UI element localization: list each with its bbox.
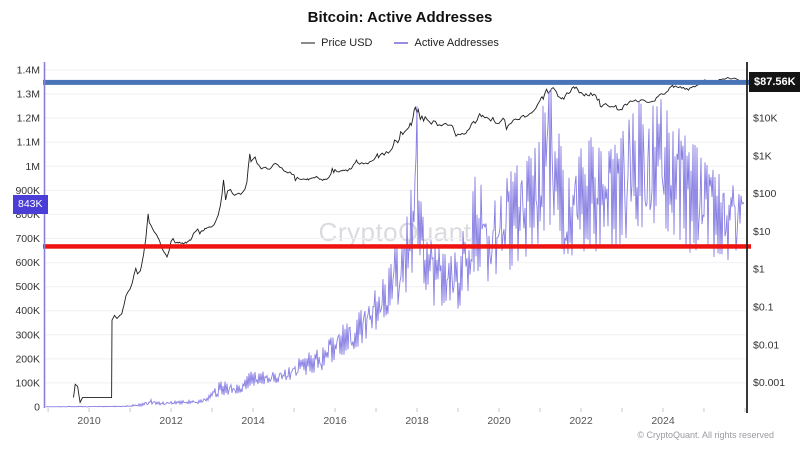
chart-title: Bitcoin: Active Addresses xyxy=(307,9,493,26)
cryptoquant-watermark: CryptoQuant xyxy=(318,217,472,247)
current-price-badge: $87.56K xyxy=(749,72,800,92)
left-y-axis-tick-label: 1.4M xyxy=(17,65,40,77)
x-axis-tick-label: 2020 xyxy=(487,415,511,427)
right-y-axis-tick-label: $1K xyxy=(753,150,772,162)
x-axis-tick-label: 2016 xyxy=(323,415,347,427)
active-addresses-swatch-icon xyxy=(394,42,409,44)
right-y-axis-tick-label: $0.1 xyxy=(753,302,774,314)
right-y-axis-tick-label: $0.001 xyxy=(753,377,785,389)
left-y-axis-tick-label: 400K xyxy=(15,305,40,317)
left-y-axis-tick-label: 1.2M xyxy=(17,113,40,125)
x-axis-tick-label: 2018 xyxy=(405,415,429,427)
x-axis-tick-label: 2012 xyxy=(159,415,183,427)
left-y-axis-tick-label: 1.3M xyxy=(17,89,40,101)
price-usd-swatch-icon xyxy=(301,42,316,44)
left-y-axis-tick-label: 300K xyxy=(15,329,40,341)
legend-item-price-usd[interactable]: Price USD xyxy=(301,37,372,49)
left-y-axis-tick-label: 0 xyxy=(34,402,40,414)
price-usd-line xyxy=(73,76,744,404)
left-y-axis-tick-label: 1.1M xyxy=(17,137,40,149)
right-y-axis-tick-label: $10 xyxy=(753,226,771,238)
legend-item-active-addresses[interactable]: Active Addresses xyxy=(394,37,499,49)
x-axis-tick-label: 2014 xyxy=(241,415,265,427)
right-y-axis-tick-label: $1 xyxy=(753,264,765,276)
left-y-axis-tick-label: 500K xyxy=(15,281,40,293)
copyright-notice: © CryptoQuant. All rights reserved xyxy=(637,430,774,440)
left-y-axis-tick-label: 1M xyxy=(25,161,40,173)
left-y-axis-tick-label: 700K xyxy=(15,233,40,245)
x-axis-tick-label: 2024 xyxy=(651,415,675,427)
right-y-axis-tick-label: $0.01 xyxy=(753,339,779,351)
support-level-hline xyxy=(43,244,751,249)
left-y-axis-tick-label: 900K xyxy=(15,185,40,197)
active-addresses-value-badge: 843K xyxy=(13,195,48,214)
legend-label-active-addresses: Active Addresses xyxy=(414,37,499,49)
left-y-axis-tick-label: 100K xyxy=(15,377,40,389)
legend: Price USD Active Addresses xyxy=(0,37,800,49)
x-axis-tick-label: 2010 xyxy=(77,415,101,427)
x-axis-tick-label: 2022 xyxy=(569,415,593,427)
legend-label-price-usd: Price USD xyxy=(321,37,373,49)
right-y-axis-tick-label: $10K xyxy=(753,113,778,125)
left-y-axis-tick-label: 200K xyxy=(15,353,40,365)
current-price-level-hline xyxy=(43,79,751,85)
right-y-axis-tick-label: $100 xyxy=(753,188,777,200)
left-y-axis-tick-label: 600K xyxy=(15,257,40,269)
